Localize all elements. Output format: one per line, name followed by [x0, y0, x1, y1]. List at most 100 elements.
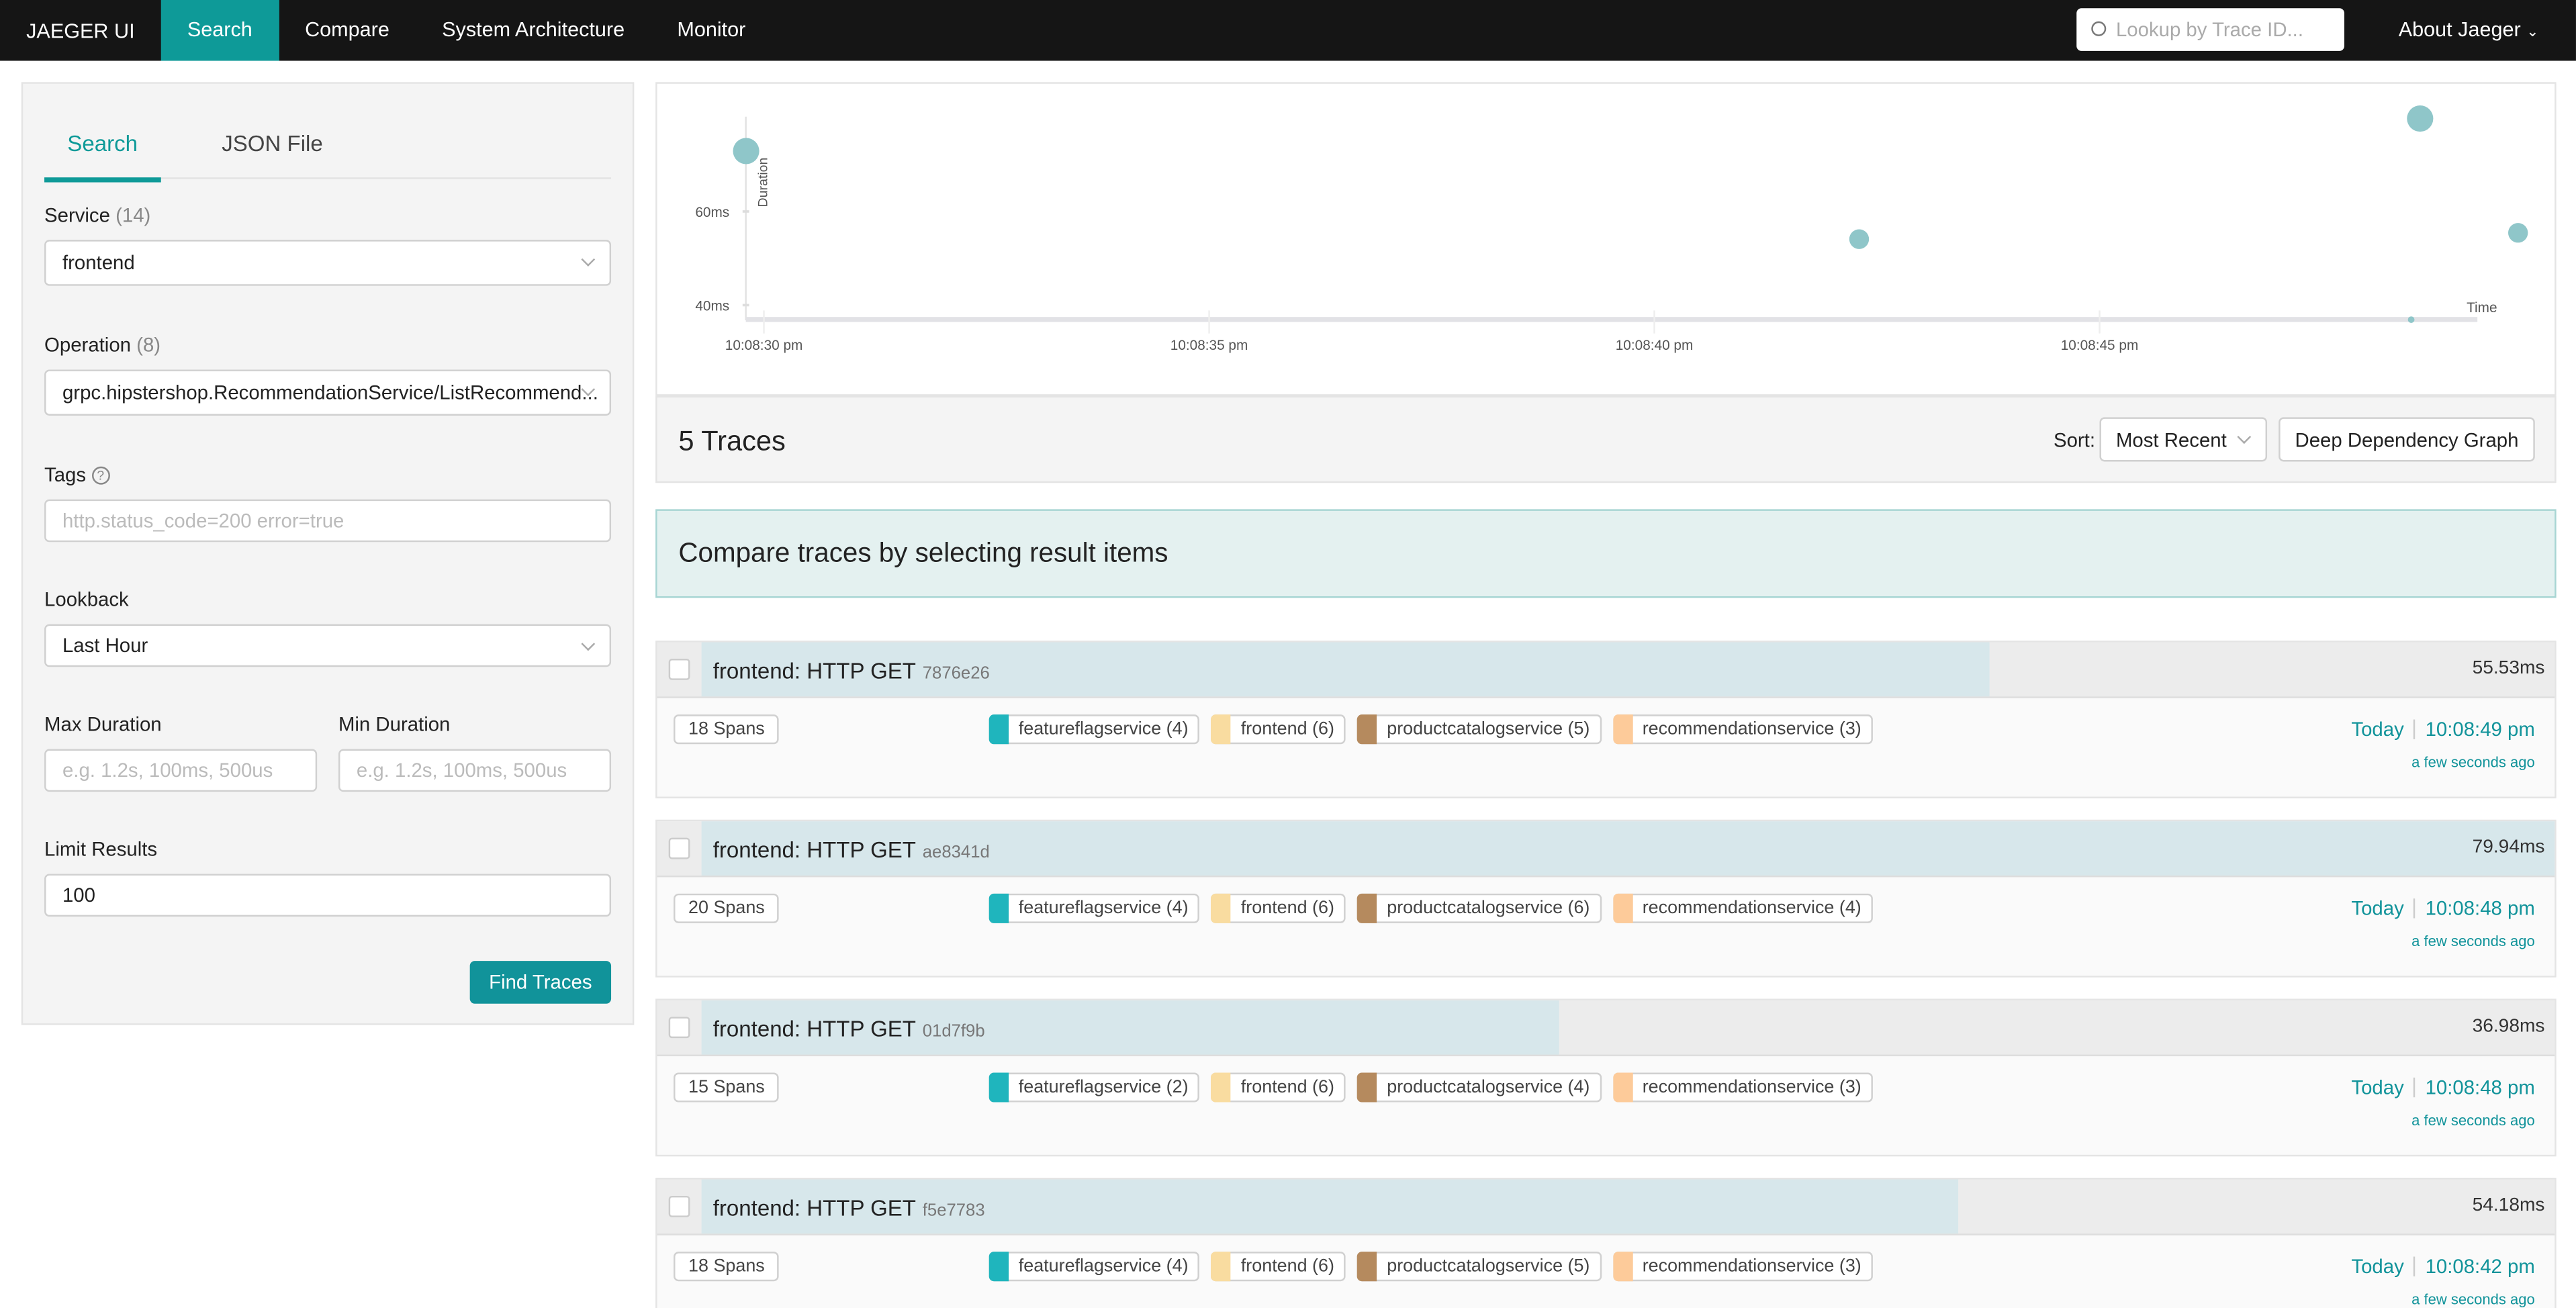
trace-point[interactable]	[1849, 229, 1870, 249]
service-tag: frontend (6)	[1211, 1072, 1346, 1103]
service-color-swatch	[1357, 1252, 1377, 1282]
trace-title[interactable]: frontend: HTTP GET f5e7783	[713, 1196, 985, 1221]
trace-start-time: Today 10:08:48 pm	[2351, 1076, 2534, 1099]
nav-monitor[interactable]: Monitor	[677, 17, 746, 42]
tab-search[interactable]: Search	[44, 131, 160, 183]
trace-select-checkbox[interactable]	[668, 659, 690, 680]
service-tags: featureflagservice (4) frontend (6) produc…	[988, 1252, 1873, 1282]
trace-point[interactable]	[2407, 105, 2434, 132]
service-tags: featureflagservice (4) frontend (6) produc…	[988, 893, 1873, 923]
service-label: Service (14)	[44, 203, 150, 226]
service-color-swatch	[1211, 893, 1232, 923]
trace-day: Today	[2351, 896, 2404, 920]
tags-input[interactable]: http.status_code=200 error=true	[44, 499, 612, 543]
find-traces-button[interactable]: Find Traces	[469, 961, 612, 1004]
search-icon	[2091, 21, 2107, 36]
trace-item[interactable]: frontend: HTTP GET 7876e26 55.53ms 18 Spa…	[655, 641, 2557, 798]
span-count-badge: 20 Spans	[674, 893, 780, 923]
trace-title[interactable]: frontend: HTTP GET 7876e26	[713, 659, 990, 684]
trace-id: 7876e26	[922, 663, 990, 684]
sort-value: Most Recent	[2115, 428, 2227, 452]
service-tag-label: recommendationservice (3)	[1642, 1077, 1861, 1098]
trace-select-checkbox[interactable]	[668, 1195, 690, 1217]
trace-id-lookup-input[interactable]: Lookup by Trace ID...	[2076, 8, 2345, 51]
service-color-swatch	[1612, 714, 1633, 745]
service-tag: featureflagservice (4)	[988, 714, 1200, 745]
service-tag-label: productcatalogservice (6)	[1387, 898, 1590, 919]
y-axis-label: Duration	[755, 158, 770, 207]
service-label-text: Service	[44, 203, 110, 227]
trace-header[interactable]: frontend: HTTP GET ae8341d 79.94ms	[657, 821, 2555, 878]
deep-dependency-graph-button[interactable]: Deep Dependency Graph	[2279, 417, 2535, 462]
service-tag: frontend (6)	[1211, 893, 1346, 923]
trace-header[interactable]: frontend: HTTP GET 01d7f9b 36.98ms	[657, 1000, 2555, 1057]
service-tag-label: productcatalogservice (5)	[1387, 1256, 1590, 1276]
service-select[interactable]: frontend	[44, 240, 612, 286]
trace-header[interactable]: frontend: HTTP GET 7876e26 55.53ms	[657, 642, 2555, 698]
nav-compare[interactable]: Compare	[305, 17, 389, 42]
max-duration-input[interactable]: e.g. 1.2s, 100ms, 500us	[44, 749, 318, 792]
service-color-swatch	[988, 1252, 1009, 1282]
lookback-value: Last Hour	[62, 634, 148, 657]
service-tag-label: productcatalogservice (5)	[1387, 719, 1590, 739]
trace-title[interactable]: frontend: HTTP GET 01d7f9b	[713, 1017, 985, 1041]
scatter-plot: Duration Time 40ms 60ms 10:08:30 pm 10:08:3…	[695, 105, 2528, 353]
trace-title[interactable]: frontend: HTTP GET ae8341d	[713, 838, 990, 863]
trace-start-time: Today 10:08:49 pm	[2351, 718, 2534, 741]
x-axis	[745, 317, 2478, 322]
tab-json-file[interactable]: JSON File	[222, 131, 323, 156]
y-tick-mark	[742, 303, 749, 307]
trace-name: frontend: HTTP GET	[712, 659, 916, 684]
tags-label-text: Tags	[44, 463, 87, 487]
trace-id: ae8341d	[922, 843, 990, 863]
help-icon[interactable]: ?	[91, 466, 110, 485]
service-color-swatch	[1357, 1072, 1377, 1103]
min-duration-input[interactable]: e.g. 1.2s, 100ms, 500us	[338, 749, 612, 792]
trace-header[interactable]: frontend: HTTP GET f5e7783 54.18ms	[657, 1179, 2555, 1235]
chevron-down-icon	[581, 252, 596, 267]
service-tag: productcatalogservice (5)	[1357, 1252, 1602, 1282]
about-jaeger-menu[interactable]: About Jaeger ⌄	[2399, 0, 2539, 62]
trace-start-time: Today 10:08:48 pm	[2351, 897, 2534, 920]
span-count-badge: 18 Spans	[674, 1252, 780, 1282]
trace-item[interactable]: frontend: HTTP GET 01d7f9b 36.98ms 15 Spa…	[655, 998, 2557, 1157]
trace-select-checkbox[interactable]	[668, 1017, 690, 1039]
service-tag-label: featureflagservice (4)	[1018, 1256, 1189, 1276]
service-color-swatch	[1211, 1252, 1232, 1282]
service-tag: featureflagservice (4)	[988, 893, 1200, 923]
operation-select[interactable]: grpc.hipstershop.RecommendationService/L…	[44, 369, 612, 416]
trace-time: 10:08:49 pm	[2425, 718, 2535, 741]
service-color-swatch	[988, 893, 1009, 923]
nav-search[interactable]: Search	[160, 0, 279, 61]
duration-bar	[701, 1000, 1560, 1055]
trace-point[interactable]	[733, 138, 760, 165]
trace-select-checkbox[interactable]	[668, 837, 690, 859]
results-header: 5 Traces Sort: Most Recent Deep Dependen…	[655, 395, 2557, 483]
operation-label: Operation (8)	[44, 334, 160, 357]
trace-point[interactable]	[2407, 316, 2415, 323]
trace-item[interactable]: frontend: HTTP GET ae8341d 79.94ms 20 Spa…	[655, 819, 2557, 978]
lookback-select[interactable]: Last Hour	[44, 624, 612, 667]
traces-scatter-chart: Duration Time 40ms 60ms 10:08:30 pm 10:08:3…	[655, 82, 2557, 396]
y-tick-mark	[742, 210, 749, 213]
y-tick-label: 60ms	[695, 205, 729, 220]
brand-logo[interactable]: JAEGER UI	[26, 19, 135, 42]
trace-relative-time: a few seconds ago	[2411, 1112, 2535, 1129]
service-tags: featureflagservice (4) frontend (6) produc…	[988, 714, 1873, 745]
max-duration-label: Max Duration	[44, 712, 162, 736]
y-tick-label: 40ms	[695, 298, 729, 314]
x-tick-label: 10:08:30 pm	[725, 338, 803, 353]
nav-system-architecture[interactable]: System Architecture	[442, 17, 625, 42]
limit-results-input[interactable]: 100	[44, 874, 612, 917]
trace-relative-time: a few seconds ago	[2411, 933, 2535, 950]
sort-select[interactable]: Most Recent	[2099, 417, 2268, 462]
service-color-swatch	[1211, 714, 1232, 745]
trace-duration: 55.53ms	[2472, 659, 2545, 679]
service-tag: recommendationservice (3)	[1612, 1252, 1873, 1282]
service-tag-label: recommendationservice (4)	[1642, 898, 1861, 919]
trace-point[interactable]	[2508, 223, 2528, 243]
trace-duration: 79.94ms	[2472, 837, 2545, 858]
trace-item[interactable]: frontend: HTTP GET f5e7783 54.18ms 18 Spa…	[655, 1178, 2557, 1308]
service-tag: productcatalogservice (5)	[1357, 714, 1602, 745]
operation-count: (8)	[136, 333, 161, 357]
